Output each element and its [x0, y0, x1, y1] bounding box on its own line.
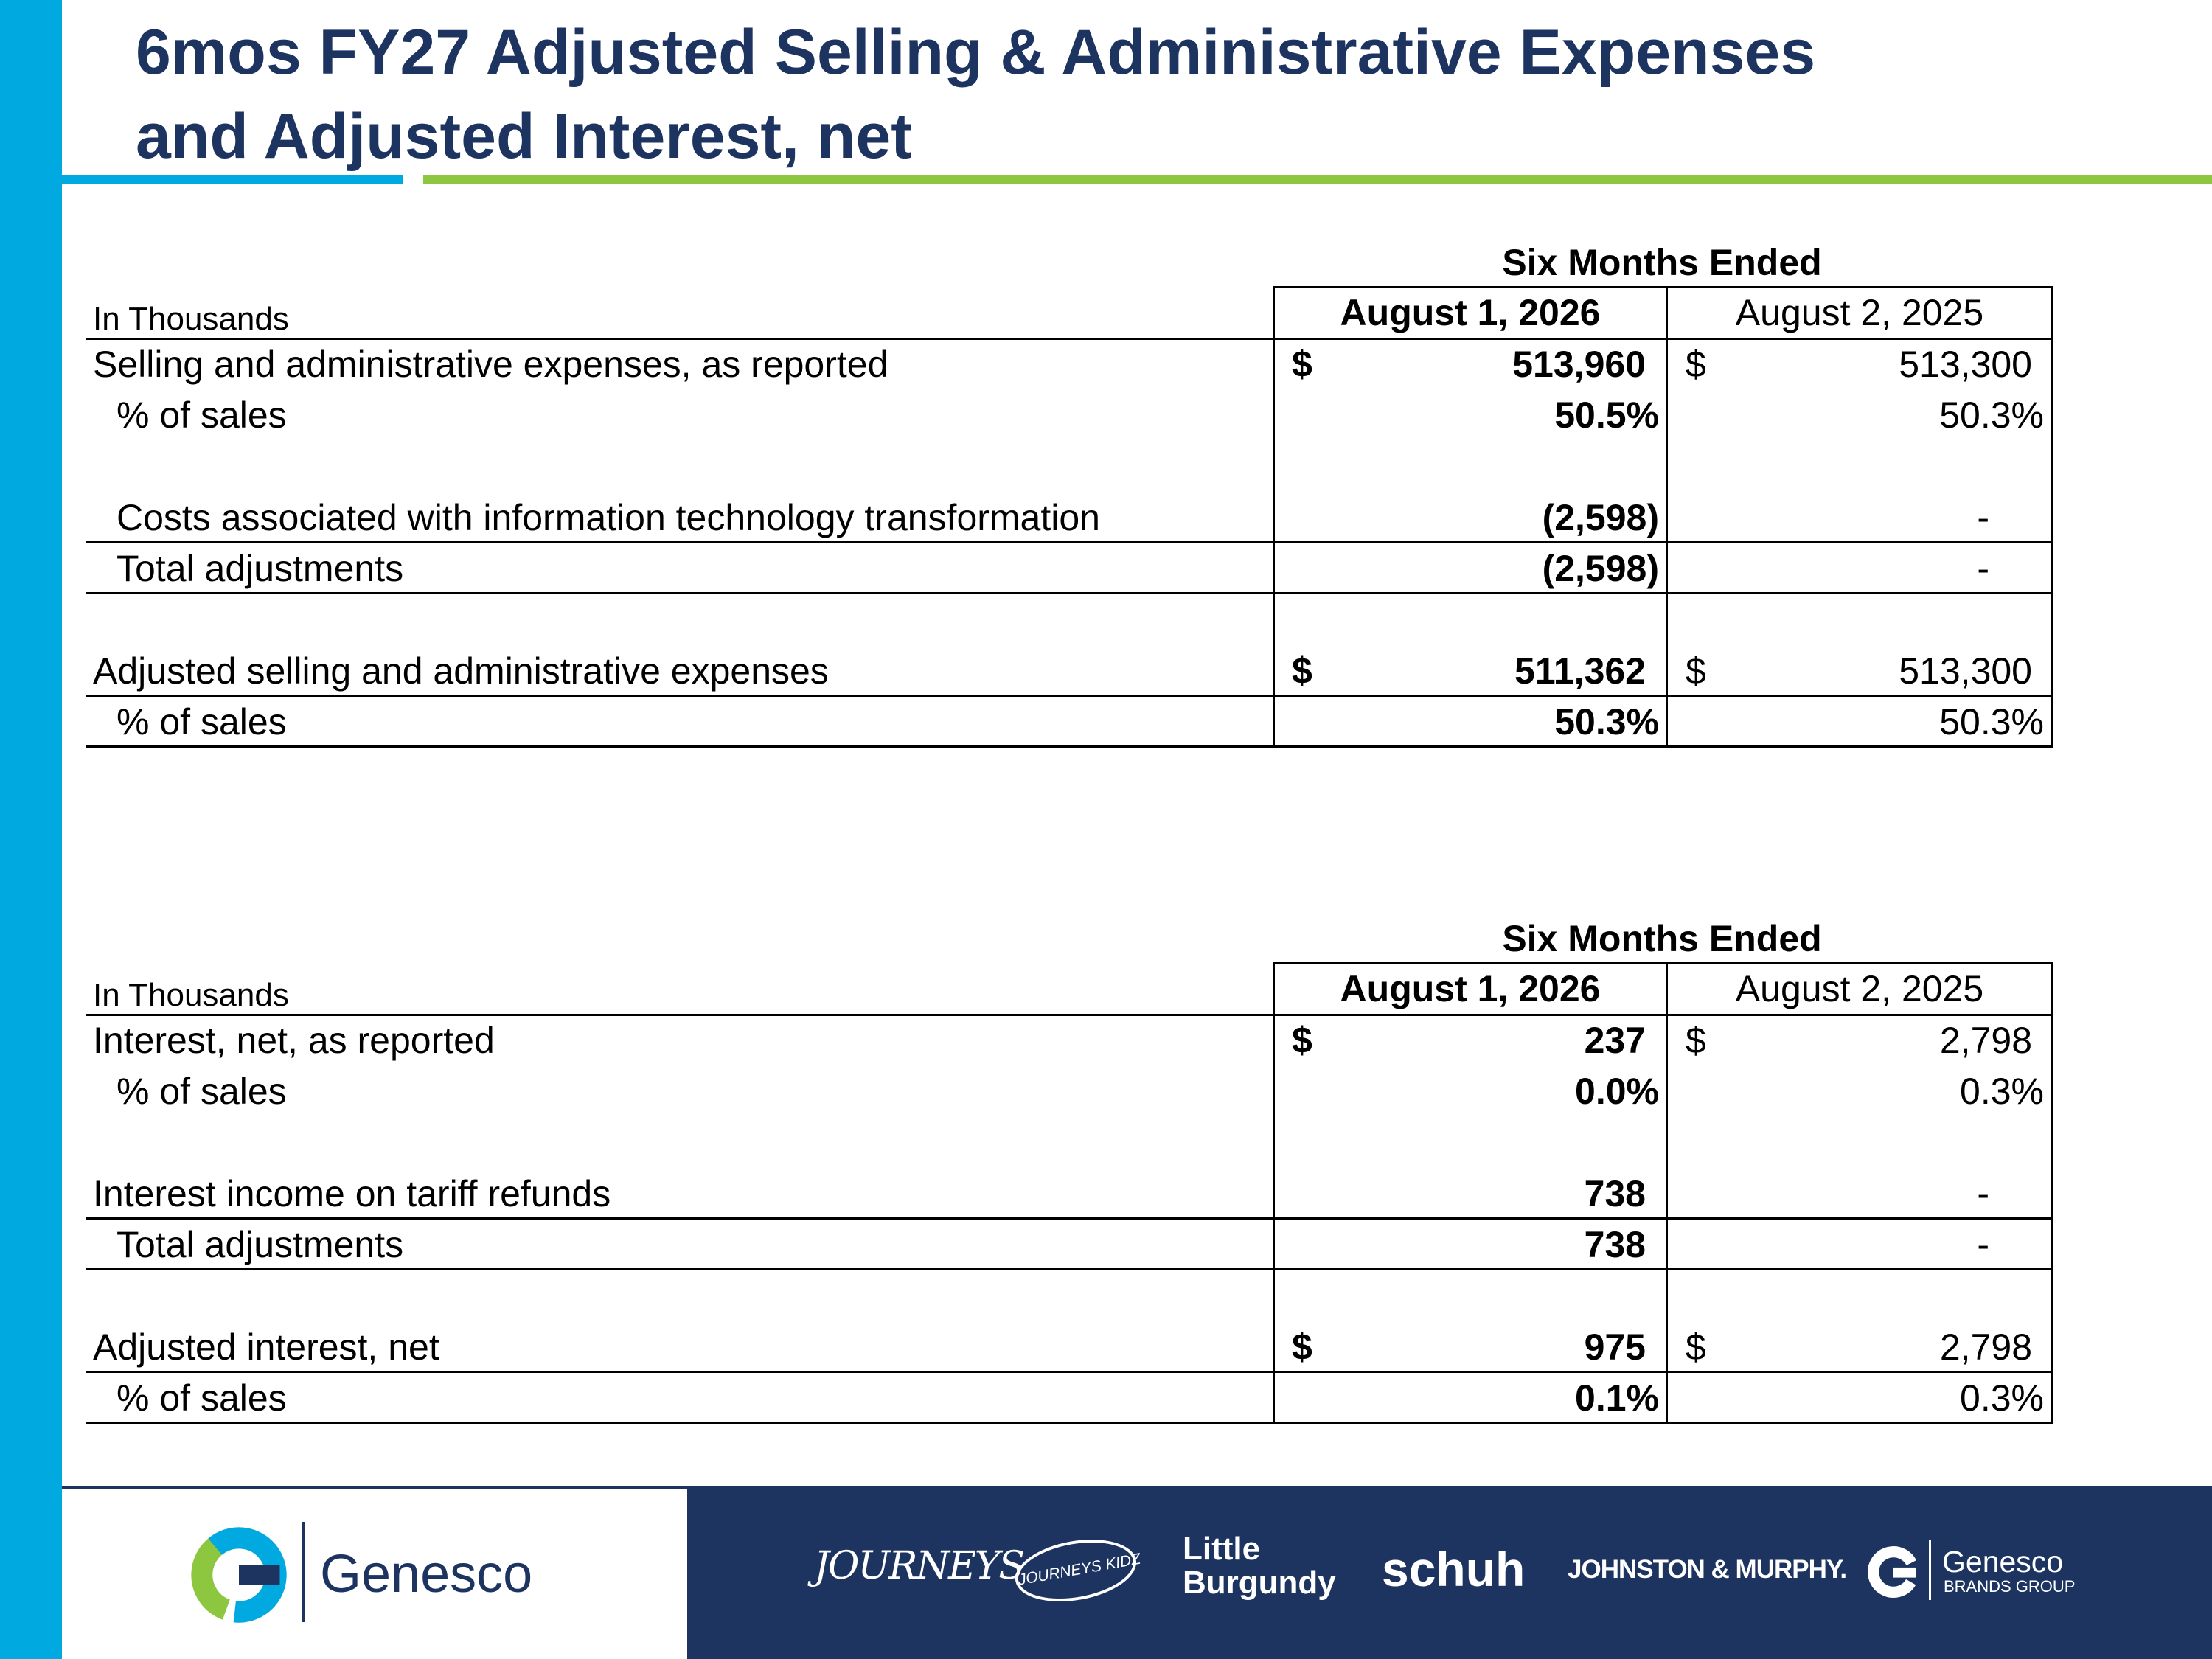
value-current: (2,598)	[1542, 497, 1659, 538]
footer-logo-panel	[62, 1489, 687, 1659]
currency-symbol: $	[1292, 650, 1312, 692]
table-group-header: Six Months Ended	[1502, 242, 1822, 283]
grid-line	[86, 592, 2053, 594]
company-name: Genesco	[320, 1545, 533, 1604]
left-accent-bar	[0, 0, 62, 1659]
column-header-current: August 1, 2026	[1340, 292, 1601, 333]
genesco-brands-g-icon	[1868, 1546, 1919, 1598]
value-prior: 50.3%	[1939, 701, 2044, 742]
brand-little-burgundy-line1: Little	[1183, 1531, 1261, 1567]
grid-line	[2051, 962, 2053, 1424]
column-header-current: August 1, 2026	[1340, 968, 1601, 1009]
value-prior: 0.3%	[1960, 1071, 2044, 1112]
value-current: 237	[1584, 1020, 1646, 1061]
grid-line	[86, 1268, 2053, 1270]
value-current: 738	[1584, 1173, 1646, 1214]
grid-line	[86, 745, 2053, 748]
column-header-prior: August 2, 2025	[1735, 292, 1984, 333]
genesco-g-logo-icon	[191, 1527, 287, 1623]
row-label: Adjusted selling and administrative expe…	[93, 650, 829, 692]
value-prior: -	[1977, 497, 1989, 538]
row-label: % of sales	[116, 394, 287, 436]
logo-divider	[302, 1522, 305, 1622]
column-header-prior: August 2, 2025	[1735, 968, 1984, 1009]
row-label: Interest, net, as reported	[93, 1020, 495, 1061]
value-current: 511,362	[1514, 650, 1646, 692]
brand-genesco-brands-group-sub: BRANDS GROUP	[1944, 1577, 2076, 1596]
value-prior: 513,300	[1899, 344, 2032, 385]
page-title: 6mos FY27 Adjusted Selling & Administrat…	[136, 10, 2185, 178]
row-label: % of sales	[116, 701, 287, 742]
currency-symbol: $	[1292, 1326, 1312, 1368]
units-label: In Thousands	[93, 301, 289, 337]
brand-johnston-murphy-logo: JOHNSTON & MURPHY.	[1568, 1555, 1847, 1584]
value-prior: 0.3%	[1960, 1377, 2044, 1419]
row-label: Interest income on tariff refunds	[93, 1173, 611, 1214]
value-prior: -	[1977, 548, 1989, 589]
brand-schuh-logo: schuh	[1382, 1542, 1526, 1596]
grid-line	[86, 1422, 2053, 1424]
brand-little-burgundy-logo: Little Burgundy	[1183, 1532, 1336, 1600]
sga-table: Six Months Ended In Thousands August 1, …	[0, 0, 2212, 748]
grid-line	[1273, 962, 1275, 1424]
grid-line	[86, 695, 2053, 697]
value-prior: 50.3%	[1939, 394, 2044, 436]
value-prior: 2,798	[1939, 1326, 2032, 1368]
grid-line	[1666, 962, 1668, 1424]
currency-symbol: $	[1292, 344, 1312, 385]
value-current: 975	[1584, 1326, 1646, 1368]
brand-little-burgundy-line2: Burgundy	[1183, 1565, 1336, 1601]
title-line-2: and Adjusted Interest, net	[136, 101, 912, 172]
brands-group-divider	[1929, 1540, 1931, 1600]
grid-line	[86, 1371, 2053, 1373]
grid-line	[86, 541, 2053, 543]
currency-symbol: $	[1686, 1326, 1706, 1368]
value-current: 513,960	[1512, 344, 1646, 385]
value-current: 0.1%	[1575, 1377, 1659, 1419]
grid-line	[2051, 286, 2053, 748]
title-rule-blue	[62, 175, 403, 184]
table-group-header: Six Months Ended	[1502, 918, 1822, 959]
value-current: 50.5%	[1554, 394, 1659, 436]
grid-line	[1273, 286, 2053, 288]
row-label: % of sales	[116, 1377, 287, 1419]
value-current: 738	[1584, 1224, 1646, 1265]
value-current: 50.3%	[1554, 701, 1659, 742]
currency-symbol: $	[1292, 1020, 1312, 1061]
row-label: Costs associated with information techno…	[116, 497, 1100, 538]
row-label: Total adjustments	[116, 1224, 404, 1265]
units-label: In Thousands	[93, 977, 289, 1013]
brand-journeys-logo: JOURNEYS	[814, 1544, 1025, 1588]
row-label: Selling and administrative expenses, as …	[93, 344, 888, 385]
grid-line	[86, 338, 2053, 340]
grid-line	[86, 1014, 2053, 1016]
grid-line	[1273, 962, 2053, 964]
value-prior: 513,300	[1899, 650, 2032, 692]
row-label: Adjusted interest, net	[93, 1326, 439, 1368]
row-label: Total adjustments	[116, 548, 404, 589]
interest-table: Six Months Ended In Thousands August 1, …	[0, 676, 2212, 1424]
title-line-1: 6mos FY27 Adjusted Selling & Administrat…	[136, 17, 1816, 88]
value-prior: 2,798	[1939, 1020, 2032, 1061]
row-label: % of sales	[116, 1071, 287, 1112]
grid-line	[1273, 286, 1275, 748]
currency-symbol: $	[1686, 344, 1706, 385]
currency-symbol: $	[1686, 1020, 1706, 1061]
value-current: 0.0%	[1575, 1071, 1659, 1112]
value-prior: -	[1977, 1224, 1989, 1265]
currency-symbol: $	[1686, 650, 1706, 692]
grid-line	[86, 1217, 2053, 1220]
grid-line	[1666, 286, 1668, 748]
value-prior: -	[1977, 1173, 1989, 1214]
title-rule-green	[423, 175, 2212, 184]
value-current: (2,598)	[1542, 548, 1659, 589]
brand-genesco-brands-group-name: Genesco	[1942, 1545, 2064, 1579]
